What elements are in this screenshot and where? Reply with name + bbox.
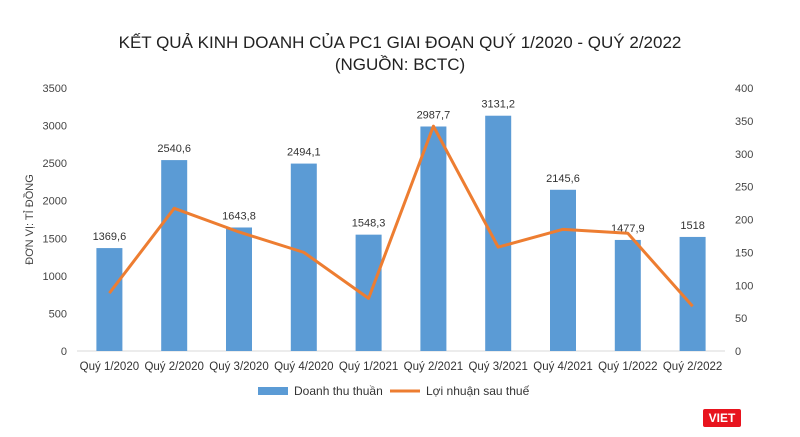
x-tick-label: Quý 2/2022 xyxy=(663,361,722,373)
bar-data-label: 2987,7 xyxy=(417,109,451,121)
bar-data-label: 2494,1 xyxy=(287,147,321,159)
chart-subtitle: (NGUỒN: BCTC) xyxy=(334,55,466,74)
y-axis-label: ĐƠN VỊ: TỈ ĐỒNG xyxy=(23,174,36,265)
y-right-tick-label: 350 xyxy=(735,116,753,128)
bar xyxy=(679,236,706,351)
y-right-tick-label: 200 xyxy=(735,215,753,227)
bar-data-label: 2540,6 xyxy=(157,143,191,155)
legend-swatch-revenue xyxy=(258,387,288,395)
bar-data-label: 3131,2 xyxy=(481,99,515,111)
x-tick-label: Quý 1/2022 xyxy=(598,361,657,373)
y-right-tick-label: 150 xyxy=(735,247,753,259)
bar-data-label: 1548,3 xyxy=(352,218,386,230)
y-right-tick-label: 400 xyxy=(735,83,753,95)
x-tick-label: Quý 1/2020 xyxy=(80,361,139,373)
bar xyxy=(96,248,123,351)
bar xyxy=(226,227,252,351)
y-left-tick-label: 1000 xyxy=(43,271,67,283)
bar xyxy=(614,239,641,351)
x-tick-label: Quý 4/2021 xyxy=(533,361,592,373)
x-tick-label: Quý 3/2021 xyxy=(468,361,527,373)
bar-data-label: 1518 xyxy=(680,220,704,232)
chart-title: KẾT QUẢ KINH DOANH CỦA PC1 GIAI ĐOẠN QUÝ… xyxy=(118,33,682,52)
bar xyxy=(550,189,576,351)
legend-label-revenue: Doanh thu thuần xyxy=(294,384,383,398)
bar xyxy=(420,126,447,351)
y-right-tick-label: 250 xyxy=(735,182,753,194)
y-right-tick-label: 50 xyxy=(735,313,747,325)
y-right-tick-label: 300 xyxy=(735,149,753,161)
y-right-tick-label: 100 xyxy=(735,280,753,292)
bar xyxy=(485,115,512,352)
y-left-tick-label: 3000 xyxy=(43,121,67,133)
bar-data-label: 1369,6 xyxy=(93,231,127,243)
y-left-tick-label: 2500 xyxy=(43,158,67,170)
y-left-tick-label: 2000 xyxy=(43,196,67,208)
x-tick-label: Quý 3/2020 xyxy=(209,361,268,373)
x-tick-label: Quý 2/2020 xyxy=(144,361,203,373)
legend-label-profit: Lợi nhuận sau thuế xyxy=(426,384,530,398)
y-left-tick-label: 500 xyxy=(49,308,67,320)
x-tick-label: Quý 1/2021 xyxy=(339,361,398,373)
viet-logo: VIET xyxy=(703,409,741,427)
bar-data-label: 1643,8 xyxy=(222,210,256,222)
bar xyxy=(161,160,188,351)
y-right-tick-label: 0 xyxy=(735,346,741,358)
y-left-tick-label: 1500 xyxy=(43,233,67,245)
x-tick-label: Quý 4/2020 xyxy=(274,361,333,373)
profit-line xyxy=(108,124,694,308)
y-left-tick-label: 3500 xyxy=(43,83,67,95)
x-tick-label: Quý 2/2021 xyxy=(404,361,463,373)
y-left-tick-label: 0 xyxy=(61,346,67,358)
bar-data-label: 2145,6 xyxy=(546,173,580,185)
